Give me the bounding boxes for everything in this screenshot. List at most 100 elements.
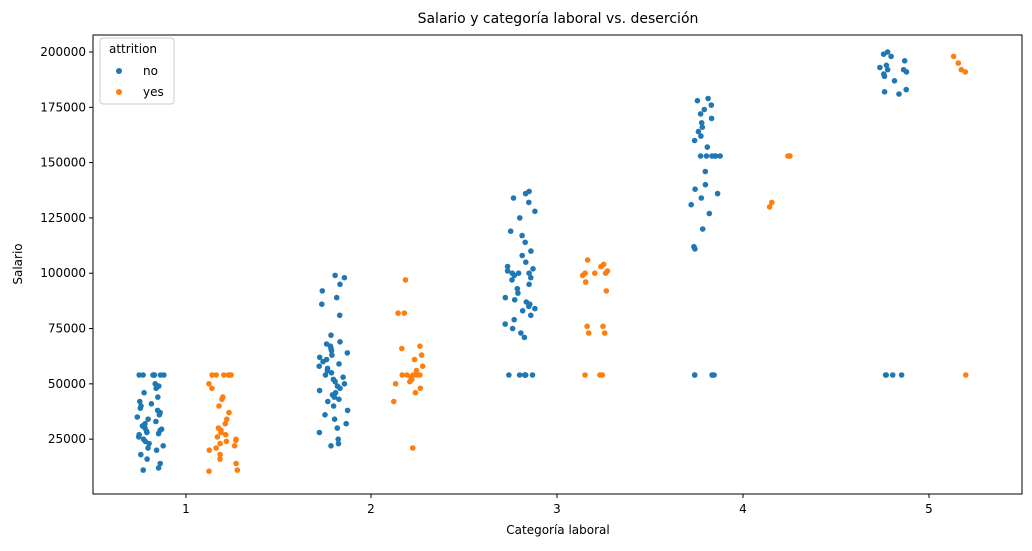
data-point-no — [502, 321, 509, 327]
data-point-no — [515, 270, 522, 277]
data-point-yes — [221, 372, 227, 378]
data-point-no — [144, 456, 150, 462]
data-point-no — [144, 429, 150, 436]
data-point-no — [153, 447, 160, 454]
data-point-yes — [206, 468, 212, 475]
data-point-yes — [217, 456, 223, 462]
y-tick-label: 150000 — [40, 156, 86, 170]
data-point-yes — [399, 345, 405, 352]
data-point-no — [135, 434, 142, 440]
data-point-no — [532, 208, 538, 215]
data-point-no — [903, 86, 909, 93]
data-point-yes — [766, 204, 773, 210]
chart-title: Salario y categoría laboral vs. deserció… — [418, 11, 699, 27]
data-point-no — [521, 334, 528, 341]
data-point-no — [692, 246, 698, 252]
data-point-no — [332, 272, 338, 279]
data-point-no — [157, 372, 164, 378]
data-point-no — [328, 332, 334, 339]
legend-title: attrition — [109, 42, 157, 56]
data-point-yes — [584, 323, 590, 330]
data-point-yes — [785, 153, 791, 159]
data-point-no — [511, 272, 518, 279]
data-point-no — [330, 403, 337, 409]
data-point-no — [523, 259, 529, 266]
data-point-no — [522, 239, 528, 246]
data-point-yes — [222, 420, 229, 427]
data-point-no — [141, 389, 147, 396]
data-point-no — [336, 312, 343, 319]
data-point-yes — [602, 270, 609, 277]
data-point-yes — [223, 438, 230, 445]
data-point-yes — [411, 356, 418, 363]
data-point-no — [702, 168, 709, 175]
data-point-no — [694, 97, 701, 104]
data-point-no — [319, 288, 326, 294]
data-point-no — [708, 102, 715, 108]
legend-marker-no — [116, 68, 122, 74]
data-point-no — [706, 210, 713, 217]
data-point-no — [695, 128, 702, 135]
data-point-no — [148, 401, 155, 407]
data-point-yes — [963, 372, 969, 378]
y-tick-label: 200000 — [40, 45, 86, 59]
y-tick-label: 100000 — [40, 266, 86, 280]
y-tick-label: 50000 — [48, 377, 86, 391]
data-point-no — [516, 372, 523, 378]
data-point-no — [506, 372, 512, 378]
data-point-no — [319, 301, 325, 308]
data-point-no — [903, 69, 910, 75]
data-point-no — [714, 190, 721, 197]
y-axis: 25000 50000 75000 100000 125000 150000 175000 2… — [40, 45, 93, 446]
legend-box — [99, 37, 175, 105]
data-point-no — [510, 195, 517, 201]
data-point-no — [530, 266, 536, 272]
data-point-yes — [209, 372, 215, 378]
data-point-yes — [584, 257, 591, 263]
data-point-yes — [955, 60, 962, 66]
data-point-no — [877, 64, 883, 71]
data-point-no — [136, 372, 142, 378]
data-point-no — [526, 199, 532, 206]
data-point-no — [337, 385, 343, 392]
data-point-yes — [213, 372, 219, 378]
data-point-no — [697, 153, 704, 159]
data-point-no — [698, 133, 704, 139]
data-point-no — [884, 66, 891, 73]
data-point-no — [514, 285, 521, 292]
data-point-no — [331, 416, 338, 423]
data-point-no — [334, 425, 341, 431]
data-point-yes — [962, 69, 969, 75]
data-point-no — [709, 372, 715, 378]
data-point-no — [519, 232, 525, 239]
data-point-no — [337, 281, 343, 288]
x-tick-label: 3 — [553, 502, 561, 516]
data-point-yes — [579, 272, 586, 279]
data-point-no — [889, 372, 896, 378]
data-point-no — [511, 297, 518, 303]
y-tick-label: 25000 — [48, 432, 86, 446]
data-point-no — [316, 354, 323, 361]
x-tick-label: 5 — [925, 502, 933, 516]
data-point-yes — [401, 310, 408, 316]
data-point-yes — [228, 372, 234, 378]
data-point-no — [336, 361, 342, 367]
data-point-no — [509, 325, 516, 332]
data-point-no — [341, 274, 348, 281]
data-point-no — [698, 195, 705, 201]
data-point-yes — [769, 199, 775, 206]
data-point-no — [328, 370, 335, 376]
data-point-no — [704, 144, 711, 150]
data-point-no — [702, 181, 709, 188]
data-point-no — [697, 111, 704, 117]
data-point-yes — [395, 310, 401, 316]
data-point-yes — [234, 467, 241, 473]
data-point-no — [155, 465, 162, 471]
data-point-no — [703, 153, 710, 159]
y-axis-label: Salario — [11, 243, 25, 284]
data-point-no — [145, 416, 151, 423]
data-point-no — [701, 106, 708, 113]
data-point-no — [692, 186, 698, 192]
